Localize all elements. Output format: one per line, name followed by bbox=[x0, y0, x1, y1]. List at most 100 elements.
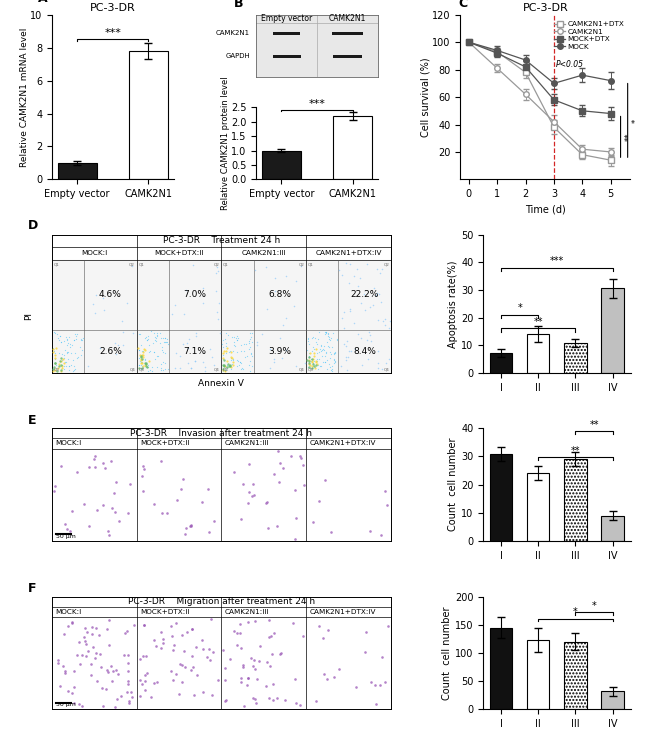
Point bbox=[264, 631, 274, 643]
Point bbox=[280, 695, 290, 706]
Point bbox=[75, 658, 85, 670]
Point bbox=[339, 321, 349, 333]
Point bbox=[320, 350, 330, 361]
Point bbox=[339, 306, 350, 318]
Point bbox=[54, 333, 64, 345]
Point bbox=[244, 344, 255, 355]
Point bbox=[136, 351, 146, 363]
Point bbox=[222, 355, 232, 367]
Point bbox=[176, 658, 186, 670]
Point bbox=[220, 695, 230, 707]
Point bbox=[135, 339, 146, 351]
Point bbox=[376, 296, 386, 307]
Point bbox=[211, 306, 222, 318]
Point bbox=[307, 356, 317, 368]
Point bbox=[250, 698, 261, 709]
Point bbox=[227, 359, 238, 371]
Point bbox=[77, 332, 88, 344]
Text: Q2: Q2 bbox=[384, 262, 389, 267]
Point bbox=[211, 285, 222, 296]
Point bbox=[228, 353, 239, 365]
Point bbox=[361, 626, 371, 638]
Point bbox=[148, 337, 159, 349]
Point bbox=[135, 349, 145, 361]
Text: MOCK:I: MOCK:I bbox=[81, 251, 107, 256]
Point bbox=[55, 355, 66, 367]
Point bbox=[307, 356, 317, 368]
Point bbox=[222, 342, 232, 354]
Point bbox=[227, 352, 237, 364]
Point bbox=[307, 355, 317, 367]
Point bbox=[134, 359, 144, 371]
Point bbox=[133, 363, 144, 375]
Point bbox=[209, 359, 219, 371]
Point bbox=[291, 276, 302, 287]
Point bbox=[232, 330, 242, 342]
Point bbox=[99, 304, 109, 316]
Point bbox=[226, 351, 236, 363]
Text: **: ** bbox=[624, 132, 633, 141]
Point bbox=[68, 355, 79, 367]
Point bbox=[304, 355, 315, 367]
Point bbox=[84, 460, 94, 472]
Point bbox=[243, 338, 254, 350]
Point bbox=[246, 653, 257, 664]
Point bbox=[160, 364, 170, 375]
Point bbox=[219, 345, 229, 357]
Point bbox=[245, 366, 255, 378]
Point bbox=[168, 674, 178, 686]
Point bbox=[227, 358, 237, 370]
Point bbox=[327, 360, 337, 372]
Point bbox=[150, 353, 160, 364]
Point bbox=[249, 489, 259, 501]
Point bbox=[178, 307, 188, 319]
Point bbox=[244, 359, 254, 371]
Point bbox=[332, 334, 343, 346]
Point bbox=[333, 663, 344, 675]
Text: D: D bbox=[29, 219, 38, 232]
Point bbox=[323, 341, 333, 353]
Point bbox=[111, 693, 122, 705]
Point bbox=[138, 460, 148, 471]
Point bbox=[144, 346, 154, 358]
Point bbox=[235, 344, 246, 356]
Point bbox=[198, 687, 208, 698]
Point bbox=[269, 353, 280, 364]
Point bbox=[242, 672, 253, 684]
Point bbox=[383, 620, 393, 632]
Point bbox=[304, 338, 314, 350]
Point bbox=[56, 359, 66, 371]
Point bbox=[62, 337, 73, 349]
Point bbox=[179, 528, 190, 540]
Point bbox=[136, 354, 146, 366]
Point bbox=[88, 298, 98, 310]
Point bbox=[161, 336, 171, 348]
Point bbox=[53, 657, 64, 669]
Point bbox=[160, 347, 170, 358]
Point bbox=[123, 649, 133, 661]
Text: Q3: Q3 bbox=[308, 367, 314, 372]
Point bbox=[239, 700, 249, 712]
Point bbox=[96, 661, 106, 672]
Point bbox=[376, 529, 386, 541]
Point bbox=[287, 616, 298, 628]
Point bbox=[140, 669, 151, 681]
Point bbox=[296, 260, 306, 272]
Point bbox=[243, 486, 254, 497]
Point bbox=[177, 630, 187, 641]
Point bbox=[314, 353, 324, 365]
Text: MOCK+DTX:II: MOCK+DTX:II bbox=[140, 440, 190, 446]
Point bbox=[221, 337, 231, 349]
Point bbox=[200, 361, 211, 373]
Text: PC-3-DR    Treatment 24 h: PC-3-DR Treatment 24 h bbox=[162, 236, 280, 245]
Point bbox=[72, 327, 82, 339]
Point bbox=[311, 695, 321, 706]
Point bbox=[261, 497, 271, 509]
Point bbox=[69, 666, 79, 678]
Point bbox=[250, 663, 261, 675]
Point bbox=[220, 663, 231, 675]
Point bbox=[219, 674, 229, 686]
Point bbox=[141, 330, 151, 342]
Point bbox=[48, 344, 58, 355]
Point bbox=[146, 692, 157, 704]
